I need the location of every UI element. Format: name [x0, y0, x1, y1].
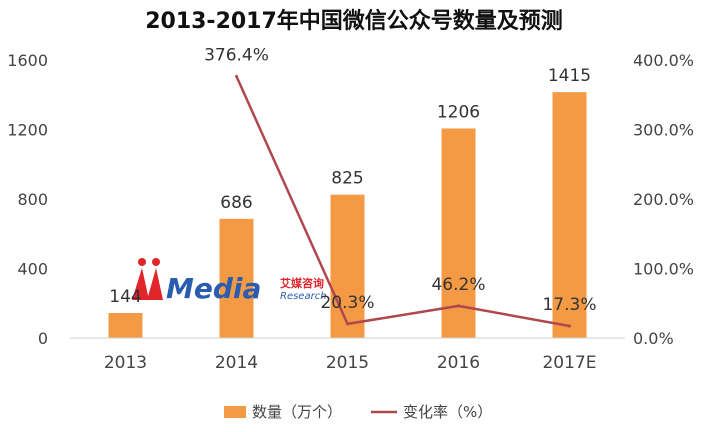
bar — [552, 92, 587, 338]
legend: 数量（万个） 变化率（%） — [224, 403, 492, 421]
legend-bar-swatch — [224, 406, 246, 418]
bar-value-label: 1415 — [548, 66, 591, 86]
y-right-tick-label: 200.0% — [633, 190, 694, 209]
bar — [441, 128, 476, 338]
bar-value-label: 686 — [220, 193, 252, 213]
legend-line-label: 变化率（%） — [403, 403, 492, 421]
chart-title: 2013-2017年中国微信公众号数量及预测 — [145, 8, 563, 34]
x-tick-label: 2014 — [215, 353, 258, 373]
y-axis-left: 0 400 800 1200 1600 — [7, 51, 48, 348]
bar — [330, 194, 365, 338]
bar-value-labels: 144 686 825 1206 1415 — [109, 66, 591, 307]
legend-bar-label: 数量（万个） — [252, 403, 342, 421]
y-right-tick-label: 100.0% — [633, 260, 694, 279]
bar-value-label: 825 — [331, 169, 363, 189]
y-axis-right: 0.0% 100.0% 200.0% 300.0% 400.0% — [633, 51, 694, 348]
bar — [219, 218, 254, 338]
y-right-tick-label: 300.0% — [633, 121, 694, 140]
y-right-tick-label: 0.0% — [633, 329, 674, 348]
bar-value-label: 144 — [109, 287, 141, 307]
y-left-tick-label: 400 — [17, 260, 48, 279]
bar-value-label: 1206 — [437, 102, 480, 122]
svg-text:艾媒咨询: 艾媒咨询 — [280, 276, 324, 290]
y-right-tick-label: 400.0% — [633, 51, 694, 70]
line-point — [457, 304, 460, 308]
line-path — [235, 75, 570, 328]
y-left-tick-label: 800 — [17, 190, 48, 209]
iimedia-watermark-logo: Media 艾媒咨询 Research — [132, 258, 327, 305]
x-tick-label: 2015 — [326, 353, 369, 373]
bar — [108, 312, 143, 338]
svg-text:Research: Research — [280, 291, 327, 302]
bar-series — [108, 92, 587, 338]
line-value-labels: 376.4% 20.3% 46.2% 17.3% — [204, 45, 596, 315]
line-value-label: 46.2% — [431, 275, 485, 295]
y-left-tick-label: 1200 — [7, 121, 48, 140]
svg-text:Media: Media — [166, 272, 261, 305]
line-value-label: 20.3% — [320, 293, 374, 313]
y-left-tick-label: 0 — [38, 329, 48, 348]
x-tick-label: 2013 — [104, 353, 147, 373]
line-value-label: 17.3% — [542, 295, 596, 315]
y-left-tick-label: 1600 — [7, 51, 48, 70]
line-point — [568, 324, 571, 328]
line-point — [346, 322, 349, 326]
x-axis: 2013 2014 2015 2016 2017E — [70, 337, 625, 373]
x-tick-label: 2017E — [542, 353, 596, 373]
line-series — [235, 74, 571, 328]
line-point — [235, 74, 238, 78]
line-value-label: 376.4% — [204, 45, 269, 65]
x-tick-label: 2016 — [437, 353, 480, 373]
